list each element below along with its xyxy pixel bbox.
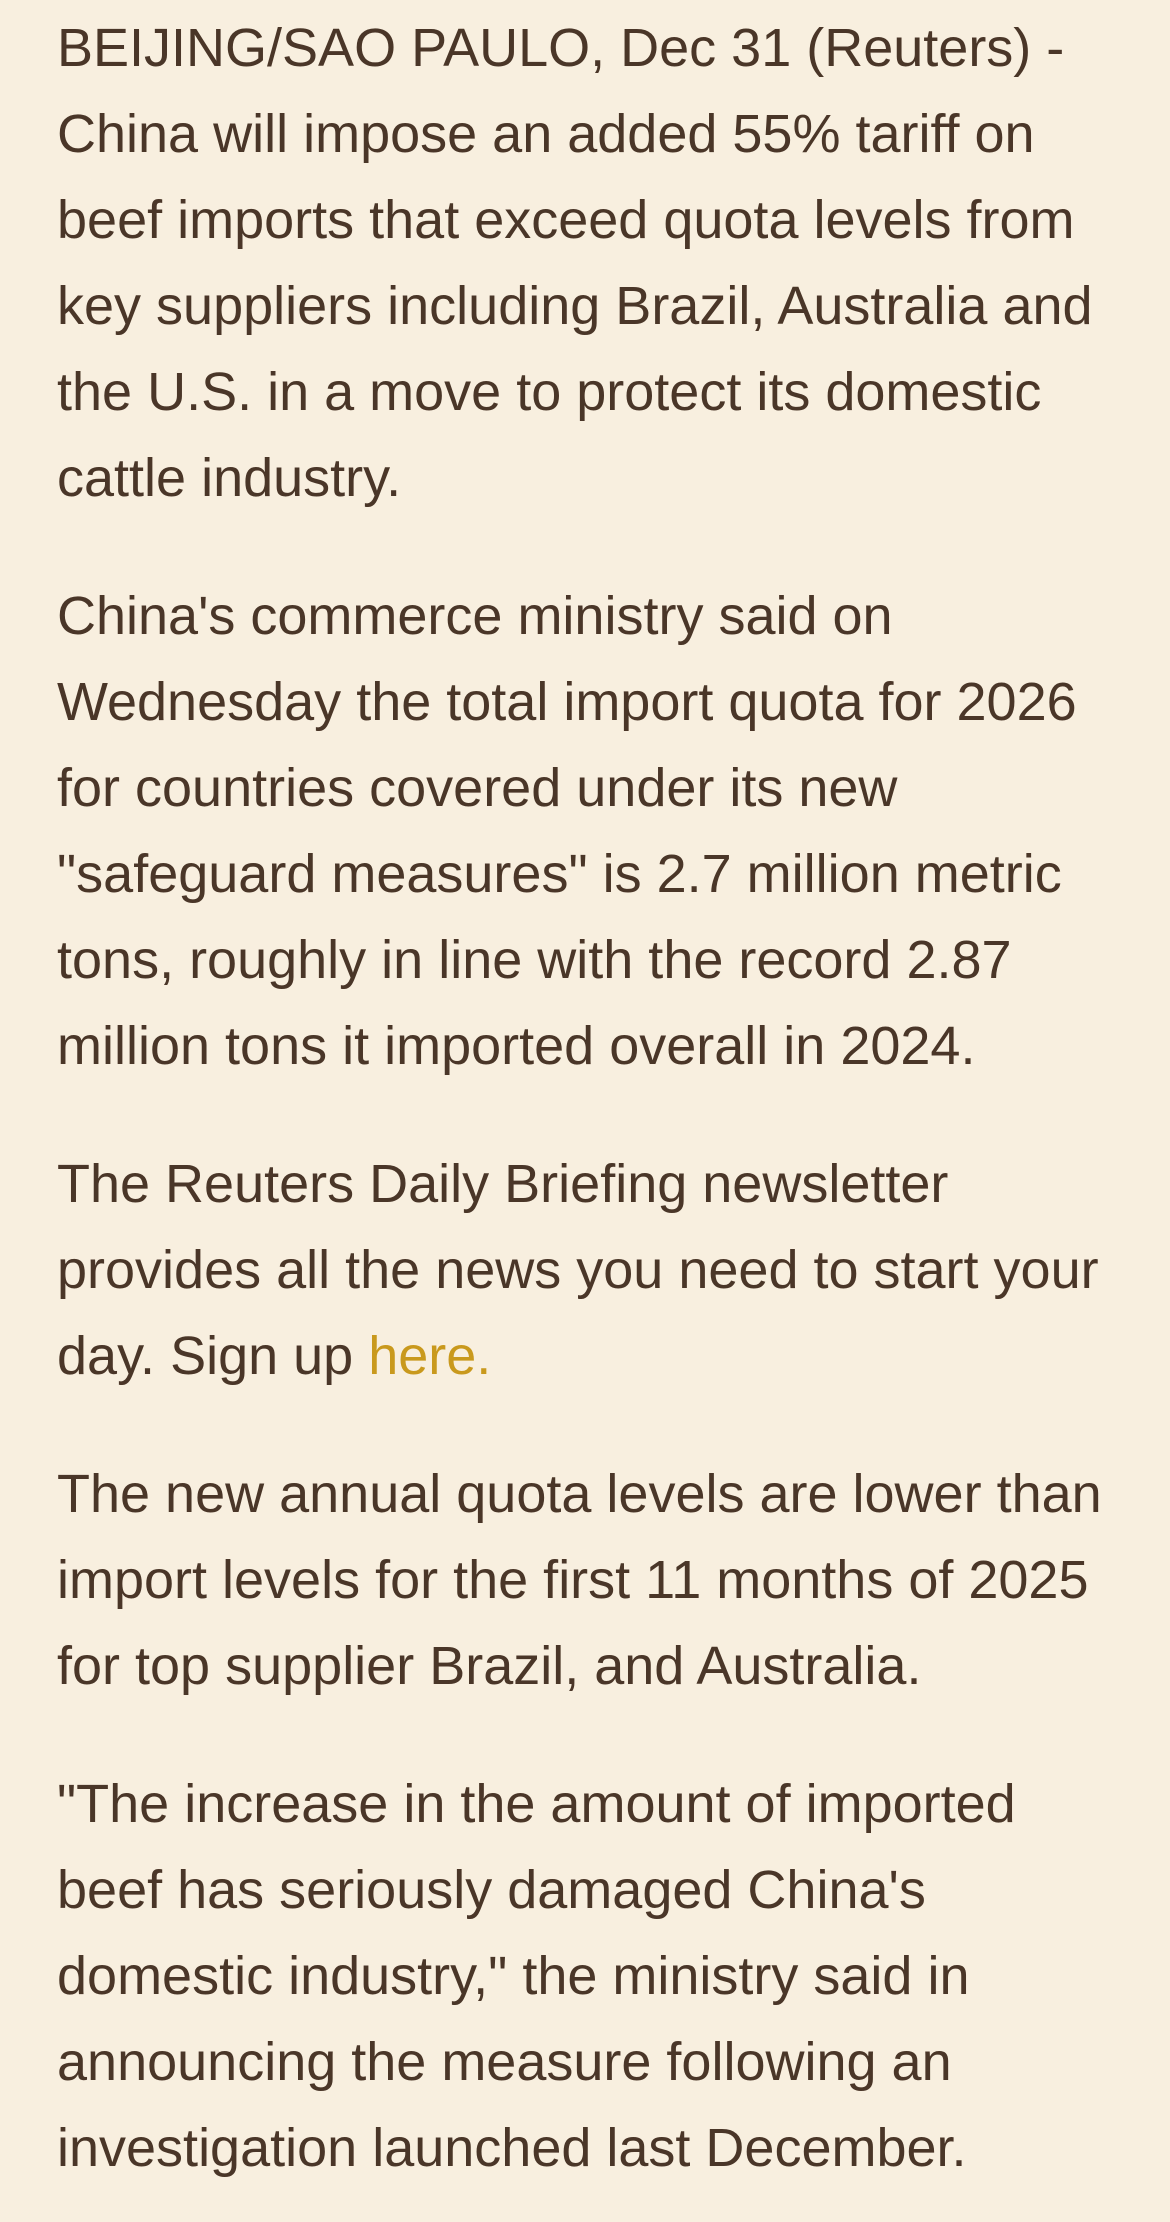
newsletter-signup-link[interactable]: here. xyxy=(368,1326,492,1386)
article-paragraph: "The increase in the amount of imported … xyxy=(57,1761,1115,2191)
paragraph-text: The new annual quota levels are lower th… xyxy=(57,1464,1102,1696)
paragraph-text: The Reuters Daily Briefing newsletter pr… xyxy=(57,1154,1099,1386)
article-paragraph: The Reuters Daily Briefing newsletter pr… xyxy=(57,1141,1115,1399)
paragraph-text: BEIJING/SAO PAULO, Dec 31 (Reuters) - Ch… xyxy=(57,18,1093,508)
article-paragraph: The new annual quota levels are lower th… xyxy=(57,1451,1115,1709)
paragraph-text: "The increase in the amount of imported … xyxy=(57,1774,1016,2178)
article-paragraph: China's commerce ministry said on Wednes… xyxy=(57,573,1115,1089)
article-paragraph: BEIJING/SAO PAULO, Dec 31 (Reuters) - Ch… xyxy=(57,5,1115,521)
paragraph-text: China's commerce ministry said on Wednes… xyxy=(57,586,1077,1076)
